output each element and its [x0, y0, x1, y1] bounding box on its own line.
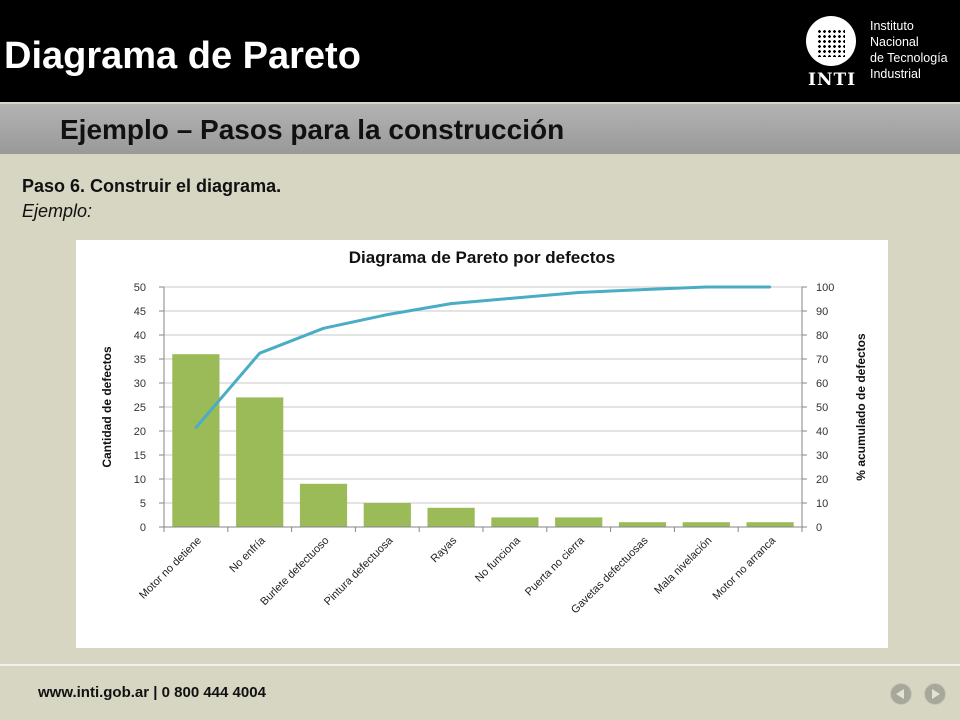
- y2-tick-label: 90: [816, 306, 828, 318]
- example-label: Ejemplo:: [22, 201, 93, 221]
- y-tick-label: 15: [134, 450, 146, 462]
- category-label: Puerta no cierra: [523, 534, 587, 598]
- line-point: [641, 288, 644, 291]
- category-label: No enfría: [227, 534, 268, 575]
- logo-name-line: Nacional: [870, 35, 919, 49]
- y-tick-label: 0: [140, 522, 146, 534]
- y-tick-label: 5: [140, 498, 146, 510]
- y2-axis-title: % acumulado de defectos: [854, 333, 868, 481]
- category-label: Rayas: [429, 534, 460, 565]
- line-point: [705, 285, 708, 289]
- y-tick-label: 30: [134, 378, 146, 390]
- bar: [299, 483, 348, 527]
- category-label: Burlete defectuoso: [258, 535, 331, 608]
- y2-tick-label: 20: [816, 474, 828, 486]
- y-tick-label: 45: [134, 306, 146, 318]
- line-point: [513, 296, 517, 300]
- step-label: Paso 6. Construir el diagrama.: [22, 176, 282, 196]
- y-tick-label: 20: [134, 426, 146, 438]
- arrow-right-icon[interactable]: [924, 683, 946, 705]
- y2-tick-label: 50: [816, 402, 828, 414]
- bar: [363, 503, 411, 527]
- logo-name-line: Industrial: [870, 67, 921, 81]
- category-label: Mala nivelación: [652, 535, 714, 597]
- line-point: [322, 327, 325, 330]
- category-label: No funciona: [473, 534, 524, 585]
- category-label: Pintura defectuosa: [322, 534, 396, 608]
- chart-svg: Diagrama de Pareto por defectos 0 5 10 15 20…: [100, 248, 868, 616]
- slide-subtitle: Ejemplo – Pasos para la construcción: [60, 114, 565, 145]
- y2-tick-label: 60: [816, 378, 828, 390]
- pareto-chart: Diagrama de Pareto por defectos 0 5 10 15 20…: [76, 240, 888, 648]
- line-point: [449, 302, 453, 305]
- y-tick-label: 25: [134, 402, 146, 414]
- bar: [618, 522, 667, 527]
- category-label: Motor no arranca: [711, 534, 779, 602]
- y-tick-label: 35: [134, 354, 146, 366]
- logo-name-line: Instituto: [870, 19, 914, 33]
- bar: [172, 354, 220, 527]
- bar: [746, 522, 794, 527]
- header-bar: Diagrama de Pareto INTI Instituto Nacion…: [0, 0, 960, 102]
- category-label: Motor no detiene: [137, 535, 204, 602]
- line-point: [258, 352, 261, 355]
- bar: [555, 517, 603, 527]
- cumulative-line: [194, 285, 771, 429]
- arrow-left-icon[interactable]: [890, 683, 912, 705]
- y-tick-label: 10: [134, 474, 146, 486]
- bar: [491, 517, 539, 527]
- bar: [427, 507, 475, 527]
- footer-divider: [0, 664, 960, 666]
- chart-title: Diagrama de Pareto por defectos: [349, 248, 615, 267]
- tick-labels: 0 5 10 15 20 25 30 35 40 45 50 0 10 20 30 40 50 60 70 80 90 1…: [134, 282, 835, 534]
- y-tick-label: 50: [134, 282, 146, 294]
- slide-title: Diagrama de Pareto: [4, 35, 361, 77]
- y2-tick-label: 10: [816, 498, 828, 510]
- logo-name-line: de Tecnología: [870, 51, 948, 65]
- bar-series: [172, 354, 794, 527]
- axes: [159, 286, 807, 532]
- y2-tick-label: 30: [816, 450, 828, 462]
- line-point: [577, 291, 580, 294]
- line-point: [386, 313, 389, 316]
- inti-logo: INTI Instituto Nacional de Tecnología In…: [806, 14, 956, 94]
- bar: [682, 522, 730, 527]
- y2-tick-label: 40: [816, 426, 828, 438]
- line-point: [194, 426, 198, 429]
- cumulative-line-series: [194, 285, 772, 429]
- logo-acronym: INTI: [808, 70, 857, 90]
- y2-tick-label: 0: [816, 522, 822, 534]
- logo-name: Instituto Nacional de Tecnología Industr…: [870, 18, 956, 82]
- y-axis-title: Cantidad de defectos: [100, 346, 114, 468]
- footer-contact: www.inti.gob.ar | 0 800 444 4004: [38, 684, 266, 701]
- line-point: [768, 285, 772, 289]
- subtitle-band: [0, 104, 960, 154]
- y-tick-label: 40: [134, 330, 146, 342]
- y2-tick-label: 80: [816, 330, 828, 342]
- y2-tick-label: 100: [816, 282, 834, 294]
- bar: [236, 397, 284, 527]
- logo-mark: [806, 16, 856, 66]
- y2-tick-label: 70: [816, 354, 828, 366]
